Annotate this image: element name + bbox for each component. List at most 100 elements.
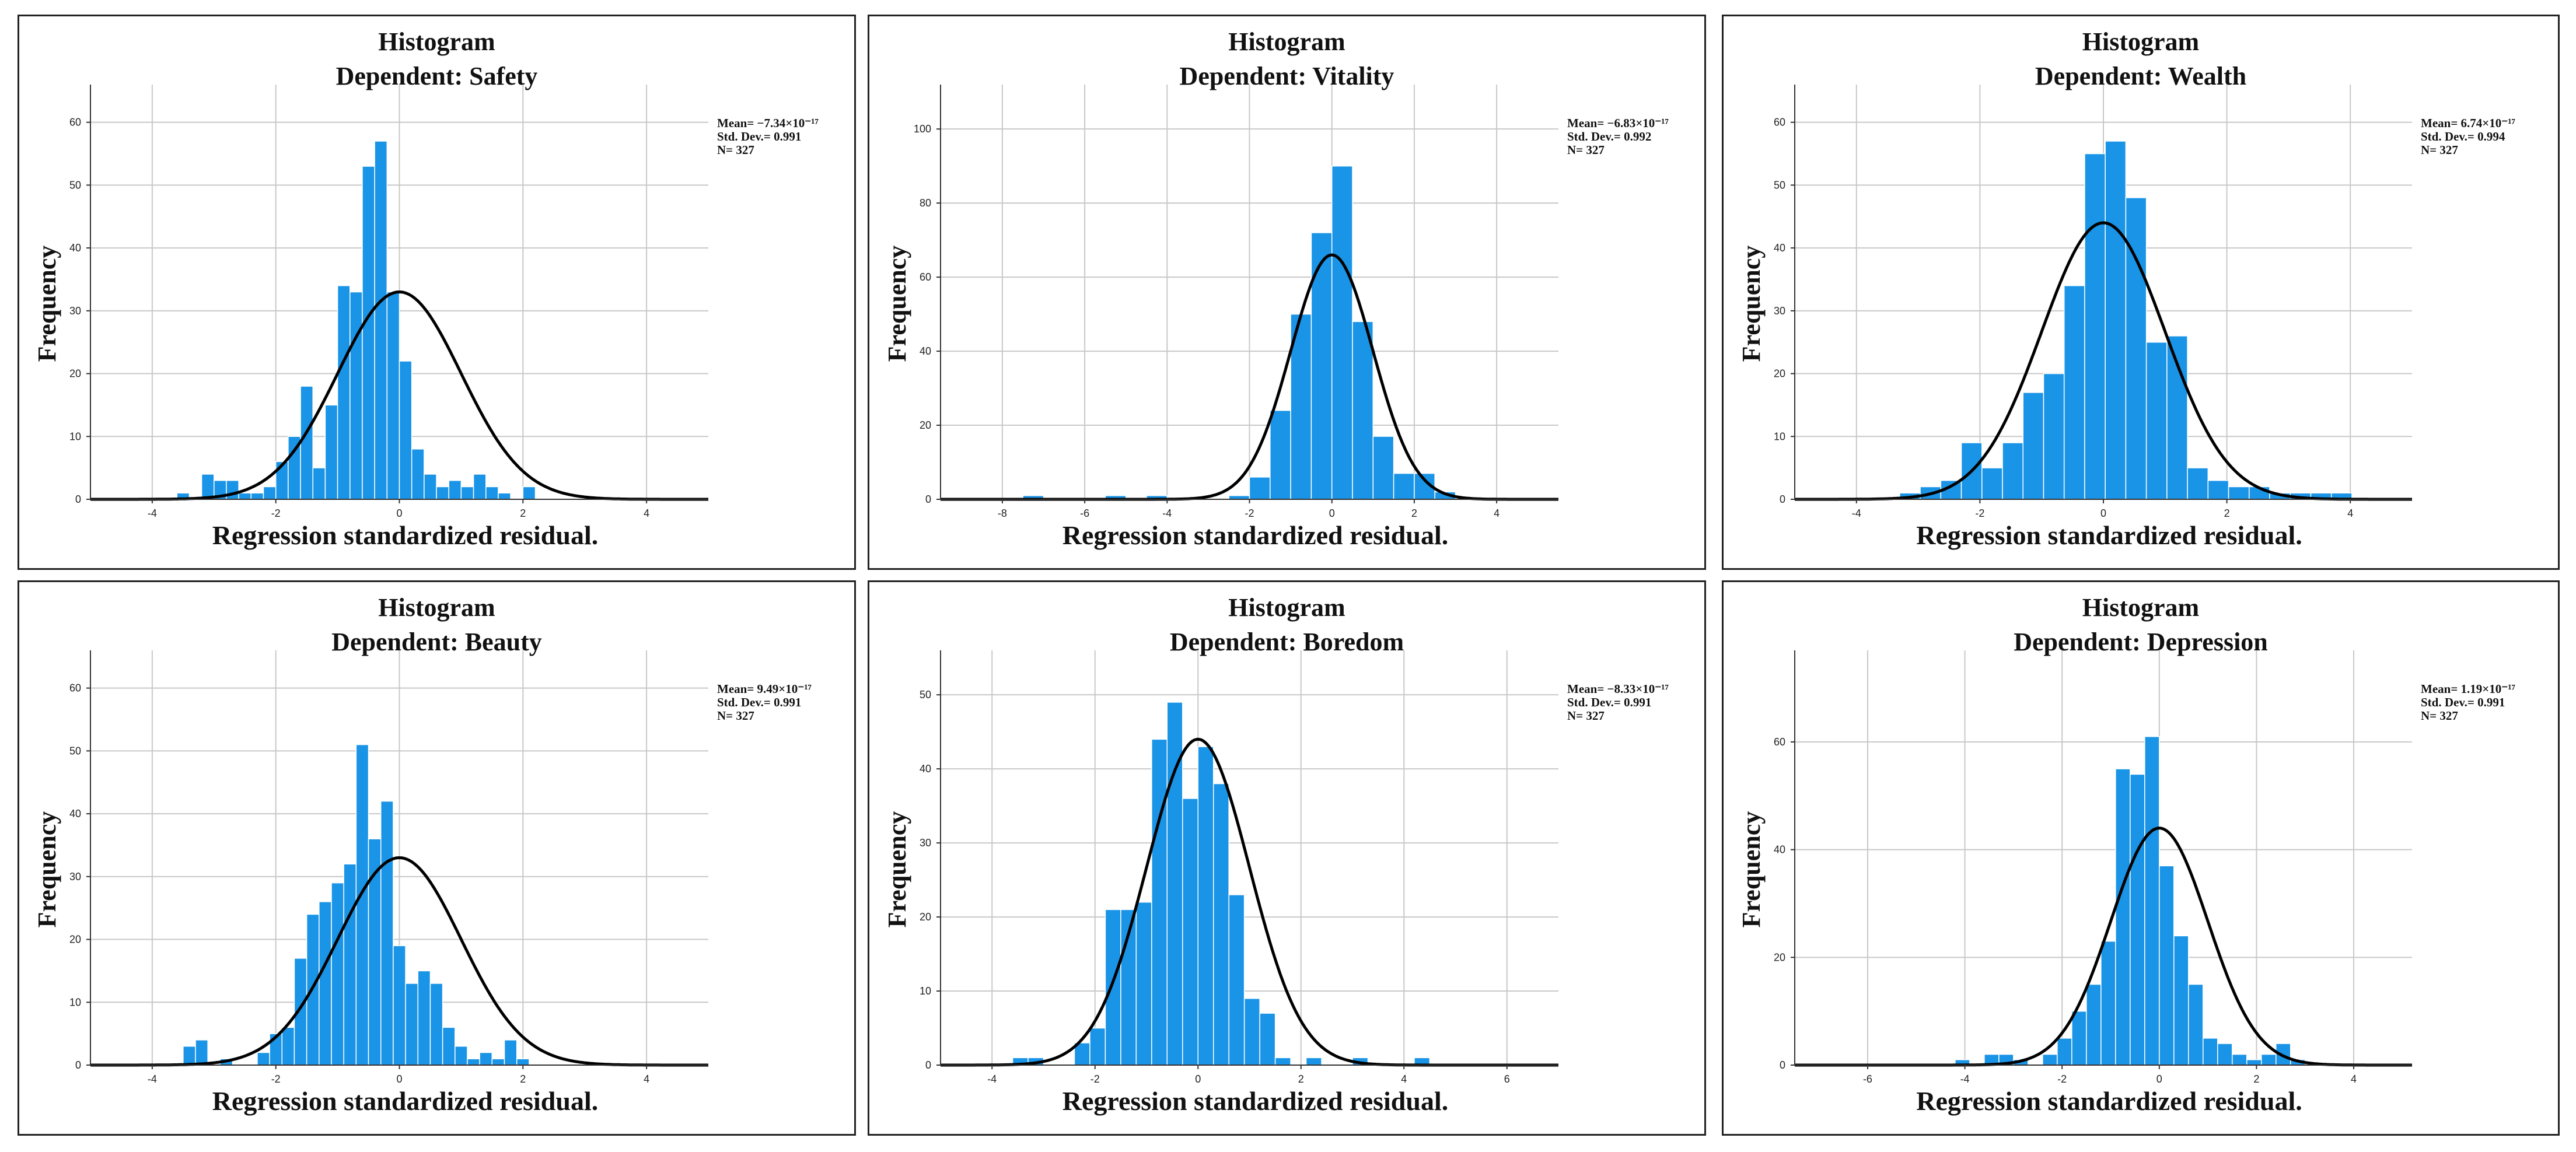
histogram-panel-boredom: Histogram Dependent: Boredom 0 10 20 30 40 50 -4… <box>868 580 1706 1136</box>
histogram-bar <box>2042 1053 2058 1066</box>
y-axis-label: Frequency <box>33 811 61 928</box>
histogram-bar <box>417 970 431 1066</box>
y-tick-label: 0 <box>925 1059 931 1071</box>
x-tick-label: 0 <box>1329 507 1335 519</box>
histogram-bar <box>1305 1057 1322 1066</box>
y-axis-label: Frequency <box>1737 811 1766 928</box>
x-tick-label: -4 <box>1960 1073 1970 1085</box>
x-axis-label: Regression standardized residual. <box>212 1086 599 1116</box>
y-tick-label: 80 <box>920 197 931 209</box>
x-axis-label: Regression standardized residual. <box>1916 1086 2302 1116</box>
stat-mean: Mean= −8.33×10⁻¹⁷ <box>1567 682 1669 696</box>
histogram-bar <box>2084 153 2106 500</box>
histogram-bar <box>2187 467 2209 500</box>
histogram-panel-wealth: Histogram Dependent: Wealth 0 10 20 30 40 50 60-… <box>1722 15 2560 570</box>
histogram-bar <box>436 486 449 500</box>
histogram-bar <box>386 291 400 500</box>
histogram-bar <box>2228 486 2250 500</box>
histogram-bar <box>1352 321 1374 500</box>
x-tick-label: -4 <box>1852 507 1861 519</box>
y-tick-label: 20 <box>1774 951 1785 963</box>
histogram-bar <box>405 983 419 1066</box>
histogram-bar <box>399 360 413 500</box>
histogram-bar <box>1151 738 1168 1066</box>
histogram-bar <box>2071 1010 2087 1066</box>
histogram-bar <box>2144 736 2160 1066</box>
y-tick-label: 0 <box>75 493 81 505</box>
x-tick-label: 2 <box>2253 1073 2259 1085</box>
stat-std-dev: Std. Dev.= 0.991 <box>1567 695 1651 709</box>
y-tick-label: 40 <box>1774 242 1785 254</box>
histogram-bar <box>1182 798 1199 1066</box>
histogram-bar <box>467 1058 480 1066</box>
chart-title: Histogram <box>378 593 495 622</box>
chart-title: Histogram <box>2082 593 2199 622</box>
x-tick-label: 0 <box>1195 1073 1201 1085</box>
stat-mean: Mean= −7.34×10⁻¹⁷ <box>717 116 819 130</box>
histogram-bar <box>2173 935 2189 1066</box>
histogram-bar <box>331 882 344 1066</box>
x-tick-label: 4 <box>1494 507 1500 519</box>
chart-subtitle: Dependent: Wealth <box>2035 62 2246 90</box>
histogram-bar <box>312 467 326 500</box>
x-tick-label: 2 <box>520 507 526 519</box>
stat-std-dev: Std. Dev.= 0.992 <box>1567 129 1651 143</box>
x-axis-label: Regression standardized residual. <box>1916 520 2302 550</box>
y-tick-label: 40 <box>920 345 931 357</box>
histogram-bar <box>1166 702 1183 1066</box>
histogram-bar <box>374 141 388 500</box>
chart-subtitle: Dependent: Depression <box>2014 628 2268 656</box>
y-tick-label: 30 <box>69 305 81 317</box>
x-tick-label: -4 <box>1162 507 1172 519</box>
y-tick-label: 0 <box>1780 1059 1785 1071</box>
histogram-bar <box>2063 285 2085 500</box>
x-tick-label: -2 <box>1245 507 1254 519</box>
histogram-bar <box>424 474 437 500</box>
x-tick-label: 0 <box>396 507 402 519</box>
histogram-bar <box>2100 940 2116 1066</box>
histogram-panel-safety: Histogram Dependent: Safety 0 10 20 30 40 50 60-… <box>18 15 856 570</box>
histogram-bar <box>257 1052 270 1066</box>
histogram-bar <box>355 744 369 1066</box>
x-tick-label: -2 <box>1975 507 1984 519</box>
histogram-bar <box>343 863 357 1066</box>
y-tick-label: 20 <box>69 368 81 380</box>
y-tick-label: 60 <box>920 271 931 283</box>
histogram-panel-depression: Histogram Dependent: Depression 0 20 40 60 -6-… <box>1722 580 2560 1136</box>
histogram-bar <box>2130 773 2145 1066</box>
histogram-panel-beauty: Histogram Dependent: Beauty 0 10 20 30 40 50 60-… <box>18 580 856 1136</box>
y-tick-label: 60 <box>69 117 81 128</box>
histogram-bar <box>250 492 264 500</box>
histogram-bar <box>1270 409 1291 500</box>
histogram-bar <box>491 1058 505 1066</box>
x-tick-label: 4 <box>644 507 649 519</box>
histogram-bar <box>2105 141 2127 500</box>
histogram-bar <box>1981 467 2003 500</box>
histogram-bar <box>319 901 332 1066</box>
x-tick-label: -2 <box>1090 1073 1100 1085</box>
histogram-bar <box>1228 894 1245 1066</box>
normal-curve <box>90 290 708 501</box>
histogram-bar <box>300 386 313 500</box>
x-tick-label: 6 <box>1504 1073 1510 1085</box>
stat-std-dev: Std. Dev.= 0.991 <box>2421 695 2505 709</box>
histogram-bar <box>455 1045 468 1066</box>
x-tick-label: 4 <box>1401 1073 1407 1085</box>
histogram-bar <box>411 449 425 500</box>
histogram-bar <box>362 166 375 500</box>
histogram-bar <box>498 492 511 500</box>
histogram-bar <box>2159 865 2175 1066</box>
histogram-bar <box>2115 768 2131 1066</box>
x-axis-label: Regression standardized residual. <box>1062 520 1449 550</box>
chart-subtitle: Dependent: Safety <box>336 62 538 90</box>
y-tick-label: 20 <box>69 934 81 946</box>
y-tick-label: 40 <box>920 763 931 775</box>
x-tick-label: -2 <box>2057 1073 2067 1085</box>
stat-n: N= 327 <box>2421 143 2458 157</box>
x-axis-label: Regression standardized residual. <box>1062 1086 1449 1116</box>
stat-n: N= 327 <box>717 143 754 157</box>
y-tick-label: 20 <box>920 911 931 923</box>
